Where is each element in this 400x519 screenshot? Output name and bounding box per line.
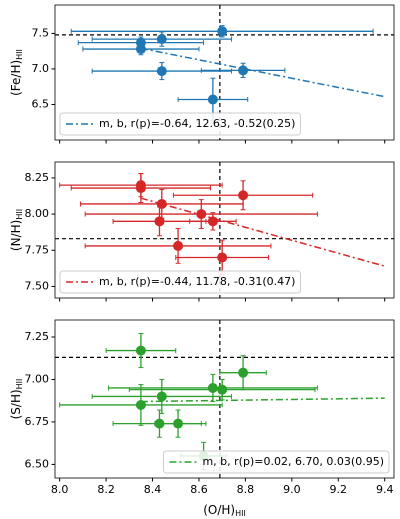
- data-point: [238, 65, 249, 76]
- fit-line: [140, 397, 385, 403]
- x-tick-label: 8.0: [51, 483, 69, 496]
- y-tick-label: 7.5: [32, 26, 50, 39]
- legend: m, b, r(p)=-0.44, 11.78, -0.31(0.47): [59, 270, 301, 294]
- x-axis-label-sub: HII: [235, 509, 246, 518]
- data-point: [156, 198, 167, 209]
- y-tick-label: 7.50: [25, 279, 50, 292]
- y-axis-label: (S/H)HII: [9, 379, 24, 420]
- legend-label: m, b, r(p)=0.02, 6.70, 0.03(0.95): [202, 455, 384, 468]
- data-point: [238, 367, 249, 378]
- data-point: [217, 26, 228, 37]
- plot-frame: [54, 319, 395, 479]
- data-point: [135, 183, 146, 194]
- x-tick-label: 8.2: [97, 483, 115, 496]
- fit-line: [140, 197, 385, 267]
- y-axis-label: (Fe/H)HII: [9, 49, 24, 96]
- y-tick-label: 8.00: [25, 207, 50, 220]
- y-axis-label-sub: HII: [15, 379, 24, 390]
- data-point: [217, 384, 228, 395]
- data-point: [156, 391, 167, 402]
- legend-label: m, b, r(p)=-0.44, 11.78, -0.31(0.47): [99, 275, 295, 288]
- y-tick-label: 6.5: [32, 97, 50, 110]
- legend-box: [162, 450, 390, 474]
- y-axis-label-main: (N/H): [9, 220, 23, 251]
- data-point: [238, 190, 249, 201]
- data-point: [135, 399, 146, 410]
- x-tick-label: 9.2: [330, 483, 348, 496]
- data-point: [217, 252, 228, 263]
- data-point: [156, 66, 167, 77]
- data-point: [173, 240, 184, 251]
- x-axis-label-main: (O/H): [203, 503, 235, 517]
- data-point: [207, 94, 218, 105]
- y-tick-label: 7.75: [25, 243, 50, 256]
- data-point: [135, 44, 146, 55]
- y-axis-label-sub: HII: [15, 209, 24, 220]
- data-point: [154, 216, 165, 227]
- data-point: [156, 34, 167, 45]
- y-tick-label: 7.25: [25, 330, 50, 343]
- y-axis-label-main: (S/H): [9, 389, 23, 419]
- x-tick-label: 9.0: [283, 483, 301, 496]
- x-tick-label: 8.6: [190, 483, 208, 496]
- data-point: [207, 382, 218, 393]
- y-tick-label: 7.00: [25, 372, 50, 385]
- data-point: [135, 345, 146, 356]
- x-tick-label: 9.4: [376, 483, 394, 496]
- y-tick-label: 6.75: [25, 415, 50, 428]
- data-point: [173, 418, 184, 429]
- y-axis-label-sub: HII: [15, 49, 24, 60]
- plot-frame: [54, 161, 395, 299]
- fit-line: [140, 47, 385, 98]
- legend: m, b, r(p)=-0.64, 12.63, -0.52(0.25): [59, 112, 301, 136]
- y-axis-label: (N/H)HII: [9, 209, 24, 251]
- y-tick-label: 7.0: [32, 62, 50, 75]
- legend-box: [59, 112, 301, 136]
- legend-box: [59, 270, 301, 294]
- x-axis-label: (O/H)HII: [203, 503, 246, 518]
- y-tick-label: 8.25: [25, 171, 50, 184]
- plot-frame: [54, 4, 395, 141]
- data-point: [207, 216, 218, 227]
- y-tick-label: 6.50: [25, 457, 50, 470]
- data-point: [196, 209, 207, 220]
- x-tick-label: 8.4: [144, 483, 162, 496]
- y-axis-label-main: (Fe/H): [9, 60, 23, 96]
- legend: m, b, r(p)=0.02, 6.70, 0.03(0.95): [162, 450, 390, 474]
- x-tick-label: 8.8: [237, 483, 255, 496]
- legend-label: m, b, r(p)=-0.64, 12.63, -0.52(0.25): [99, 117, 295, 130]
